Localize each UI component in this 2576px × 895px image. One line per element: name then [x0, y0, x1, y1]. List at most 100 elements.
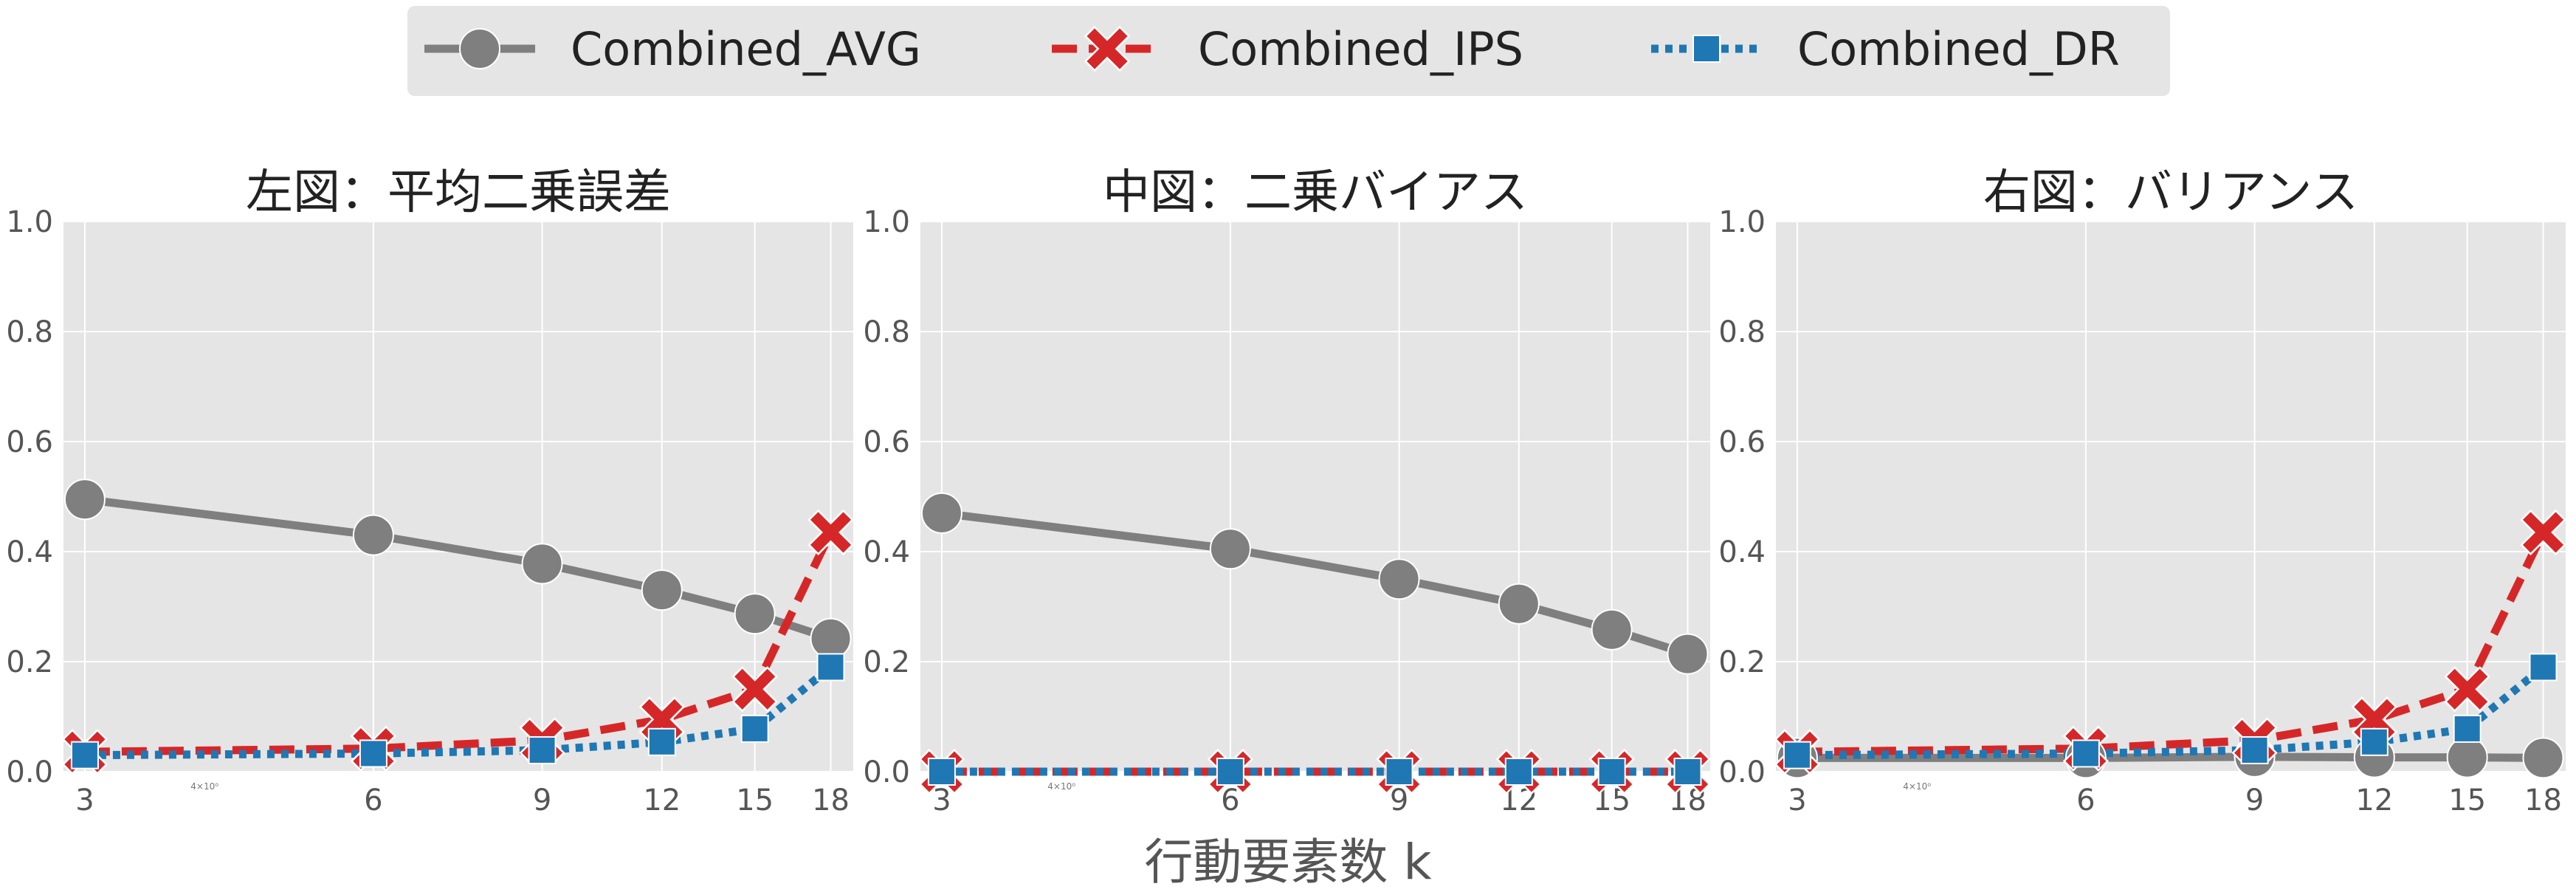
x-tick-label: 9 [1390, 783, 1408, 817]
x-tick-label: 15 [2448, 783, 2486, 817]
data-point-combined_dr [1783, 741, 1811, 769]
legend-entry-combined_avg: Combined_AVG [424, 22, 921, 76]
y-tick-label: 1.0 [863, 205, 910, 239]
data-point-combined_dr [740, 714, 769, 743]
x-marker-stroke [2354, 699, 2395, 740]
data-point-combined_avg [2446, 736, 2488, 778]
panel-title: 中図：二乗バイアス [1103, 165, 1528, 220]
x-tick-label: 18 [812, 783, 850, 817]
legend: Combined_AVG Combined_IPS Combined_DR [407, 6, 2170, 96]
data-point-combined_dr [1673, 758, 1702, 786]
legend-box [407, 6, 2170, 96]
chart-panel-2: 0.00.20.40.60.81.03 6 9 12 15 184×10⁰中図：二乗バイア… [863, 165, 1711, 817]
data-point-combined_avg [2522, 737, 2564, 779]
data-point-combined_dr [528, 735, 557, 764]
x-tick-label: 18 [2524, 783, 2562, 817]
x-tick-label: 3 [75, 783, 94, 817]
x-tick-label: 15 [736, 783, 774, 817]
y-tick-label: 0.8 [1718, 315, 1766, 349]
y-tick-label: 0.8 [863, 315, 910, 349]
x-tick-label: 6 [2076, 783, 2095, 817]
y-tick-label: 0.4 [6, 535, 53, 569]
x-minor-tick-label: 4×10⁰ [190, 781, 218, 792]
data-point-combined_dr [2071, 739, 2100, 768]
x-tick-label: 9 [533, 783, 551, 817]
series-markers [918, 492, 1711, 795]
series-markers [61, 479, 854, 775]
x-marker-stroke [2522, 512, 2564, 553]
y-tick-label: 0.0 [1718, 755, 1766, 789]
x-tick-label: 6 [364, 783, 382, 817]
data-point-combined_dr [2240, 735, 2269, 764]
plot-area [1776, 222, 2566, 772]
x-axis-label: 行動要素数 k [1144, 834, 1432, 891]
chart-panels: 0.0 0.2 0.4 0.6 0.8 1.0 3 6 9 12 15 18 4×10⁰ 左図：平均二乗誤… [6, 165, 2566, 817]
data-point-combined_dr [1385, 758, 1413, 786]
x-tick-label: 9 [2245, 783, 2264, 817]
y-tick-label: 1.0 [6, 205, 53, 239]
circle-icon [459, 28, 500, 69]
data-point-combined_ips [807, 509, 854, 556]
data-point-combined_dr [2360, 727, 2389, 756]
data-point-combined_dr [1597, 758, 1626, 786]
y-tick-label: 0.6 [6, 425, 53, 459]
legend-label: Combined_AVG [571, 22, 921, 76]
data-point-combined_avg [1378, 558, 1420, 600]
y-tick-label: 0.6 [863, 425, 910, 459]
x-tick-label: 12 [2355, 783, 2393, 817]
series-markers [1774, 509, 2566, 779]
data-point-combined_avg [920, 492, 962, 534]
y-tick-label: 0.0 [863, 755, 910, 789]
data-point-combined_ips [638, 696, 685, 743]
data-point-combined_dr [1504, 758, 1533, 786]
data-point-combined_ips [2520, 509, 2566, 556]
x-tick-label: 3 [1788, 783, 1806, 817]
data-point-combined_dr [1216, 758, 1244, 786]
x-marker-stroke [2447, 668, 2488, 710]
y-tick-label: 0.4 [863, 535, 910, 569]
x-marker-stroke [641, 699, 683, 740]
y-tick-label: 0.8 [6, 315, 53, 349]
x-tick-label: 6 [1221, 783, 1239, 817]
x-marker-stroke [734, 668, 776, 710]
series-line-combined_ips [1797, 530, 2547, 756]
data-point-combined_dr [647, 727, 676, 756]
data-point-combined_avg [352, 514, 394, 556]
legend-label: Combined_IPS [1198, 22, 1523, 76]
data-point-combined_dr [927, 758, 956, 786]
data-point-combined_dr [359, 739, 388, 768]
x-icon [1084, 25, 1131, 72]
data-point-combined_ips [2444, 666, 2490, 713]
legend-entry-combined_ips: Combined_IPS [1052, 22, 1523, 76]
panel-title: 右図：バリアンス [1983, 165, 2358, 220]
data-point-combined_avg [1667, 633, 1709, 675]
data-point-combined_avg [1591, 608, 1633, 651]
x-marker-stroke [1086, 28, 1128, 69]
chart-panel-1: 0.0 0.2 0.4 0.6 0.8 1.0 3 6 9 12 15 18 4×10⁰ 左図：平均二乗誤… [6, 165, 854, 817]
plot-area [63, 222, 853, 772]
x-tick-label: 3 [932, 783, 951, 817]
y-tick-label: 0.0 [6, 755, 53, 789]
data-point-combined_avg [641, 569, 683, 611]
y-tick-label: 1.0 [1718, 205, 1766, 239]
panel-title: 左図：平均二乗誤差 [246, 165, 671, 220]
data-point-combined_avg [810, 617, 852, 659]
y-tick-label: 0.2 [1718, 645, 1766, 679]
plot-area [920, 222, 1710, 772]
data-point-combined_avg [1209, 528, 1251, 570]
x-marker-stroke [810, 512, 852, 553]
y-tick-label: 0.2 [863, 645, 910, 679]
data-point-combined_dr [816, 653, 845, 682]
data-point-combined_avg [734, 593, 776, 635]
chart-panel-3: 0.0 0.2 0.4 0.6 0.8 1.0 3 6 9 12 15 18 4×10⁰ 右図：バリアンス [1718, 165, 2566, 817]
y-tick-label: 0.4 [1718, 535, 1766, 569]
legend-label: Combined_DR [1797, 22, 2120, 76]
x-minor-tick-label: 4×10⁰ [1047, 781, 1075, 792]
data-point-combined_dr [2453, 714, 2482, 743]
data-point-combined_ips [731, 666, 778, 713]
series-line-combined_avg [1797, 752, 2544, 762]
series-line-combined_ips [84, 530, 835, 756]
x-minor-tick-label: 4×10⁰ [1903, 781, 1931, 792]
legend-entry-combined_dr: Combined_DR [1651, 22, 2120, 76]
data-point-combined_ips [2351, 696, 2397, 743]
